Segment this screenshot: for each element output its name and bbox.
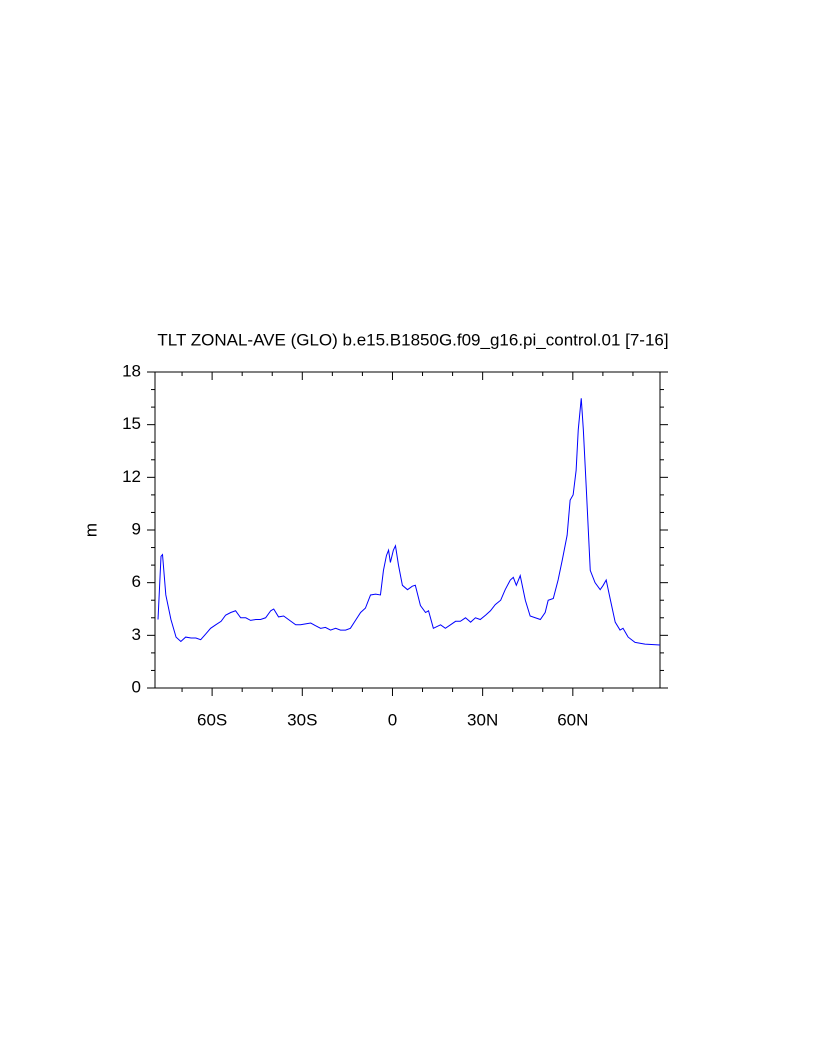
y-tick-label: 18	[122, 361, 141, 380]
y-tick-label: 15	[122, 414, 141, 433]
x-tick-label: 0	[388, 710, 397, 729]
y-tick-label: 12	[122, 467, 141, 486]
y-tick-label: 9	[132, 519, 141, 538]
plot-frame	[154, 371, 661, 689]
y-axis-label: m	[81, 523, 100, 537]
y-tick-label: 6	[132, 572, 141, 591]
chart-title: TLT ZONAL-AVE (GLO) b.e15.B1850G.f09_g16…	[157, 330, 668, 349]
x-tick-label: 60N	[557, 710, 588, 729]
y-tick-label: 0	[132, 677, 141, 696]
data-line	[157, 398, 661, 646]
x-tick-label: 60S	[197, 710, 227, 729]
x-tick-label: 30N	[467, 710, 498, 729]
x-tick-label: 30S	[287, 710, 317, 729]
y-tick-label: 3	[132, 625, 141, 644]
